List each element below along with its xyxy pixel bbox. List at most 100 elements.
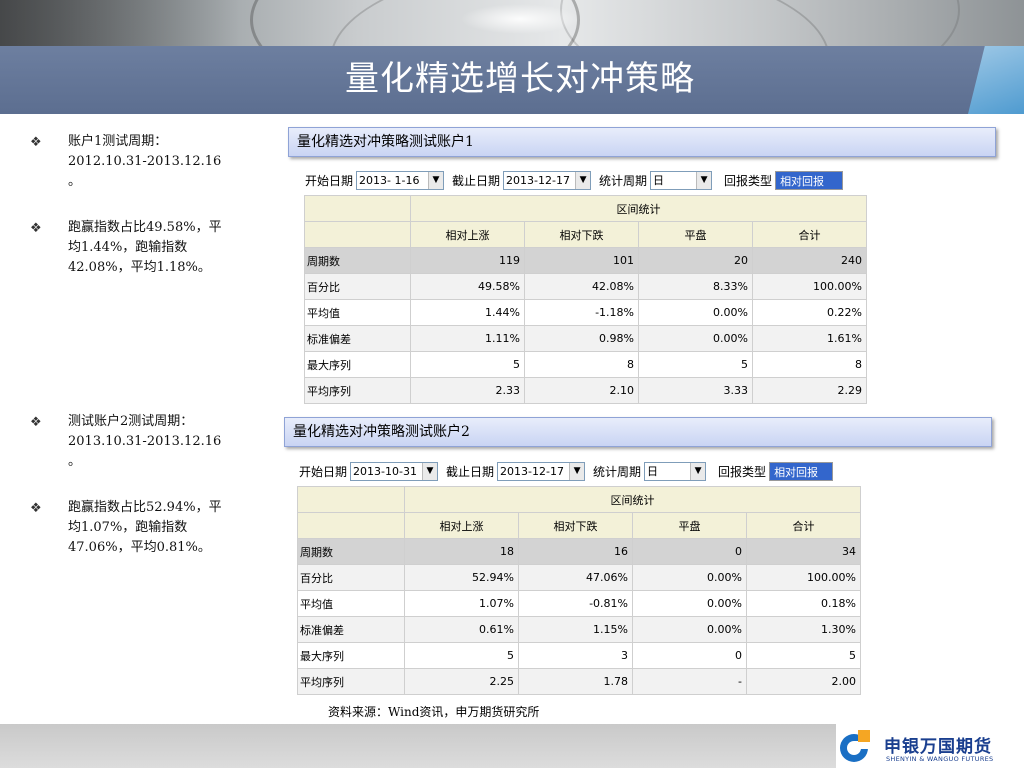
column-header: 平盘 (638, 221, 753, 248)
group-header: 区间统计 (410, 195, 867, 222)
bullet-item: ❖ 跑赢指数占比52.94%，平 均1.07%，跑输指数 47.06%，平均0.… (30, 498, 265, 558)
table-row: 周期数 18 16 0 34 (297, 538, 861, 565)
table-cell: 1.78 (518, 668, 633, 695)
chevron-down-icon[interactable]: ▼ (690, 462, 706, 480)
start-date-label: 开始日期 (299, 464, 348, 479)
logo-chinese-name: 申银万国期货 (884, 737, 992, 757)
table-cell: 100.00% (752, 273, 867, 300)
start-date-value: 2013-10-31 (353, 464, 417, 478)
period-dropdown[interactable]: 日 ▼ (644, 461, 707, 481)
end-date-dropdown[interactable]: 2013-12-17 ▼ (497, 461, 586, 481)
table-cell: 0.61% (404, 616, 519, 643)
table-cell: 2.29 (752, 377, 867, 404)
chevron-down-icon[interactable]: ▼ (428, 171, 444, 189)
table-row: 百分比 49.58% 42.08% 8.33% 100.00% (304, 273, 867, 300)
start-date-dropdown[interactable]: 2013- 1-16 ▼ (356, 170, 445, 190)
account-1-heading: 量化精选对冲策略测试账户1 (288, 127, 996, 157)
row-label: 平均值 (304, 299, 411, 326)
table-cell: 0.00% (632, 590, 747, 617)
table-cell: 101 (524, 247, 639, 274)
return-type-select[interactable]: 相对回报 (769, 461, 834, 481)
table-cell: 3 (518, 642, 633, 669)
start-date-dropdown[interactable]: 2013-10-31 ▼ (350, 461, 439, 481)
table-cell: 2.10 (524, 377, 639, 404)
table-cell: 8 (524, 351, 639, 378)
column-header: 合计 (752, 221, 867, 248)
diamond-bullet-icon: ❖ (30, 501, 42, 516)
table-cell: 1.11% (410, 325, 525, 352)
table-cell: 0 (632, 538, 747, 565)
chevron-down-icon[interactable]: ▼ (569, 462, 585, 480)
bullet-group-account-1: ❖ 账户1测试周期： 2012.10.31-2013.12.16 。 ❖ 跑赢指… (30, 132, 265, 278)
table-cell: 5 (410, 351, 525, 378)
table-row: 百分比 52.94% 47.06% 0.00% 100.00% (297, 564, 861, 591)
page-title: 量化精选增长对冲策略 (345, 59, 695, 99)
account-2-heading: 量化精选对冲策略测试账户2 (284, 417, 992, 447)
table-cell: 0.00% (638, 325, 753, 352)
start-date-value: 2013- 1-16 (359, 173, 420, 187)
table-cell: 2.33 (410, 377, 525, 404)
row-label: 平均值 (297, 590, 405, 617)
start-date-label: 开始日期 (305, 173, 354, 188)
row-label: 周期数 (304, 247, 411, 274)
row-label: 平均序列 (304, 377, 411, 404)
table-cell: 0.00% (632, 616, 747, 643)
row-label: 最大序列 (297, 642, 405, 669)
table-cell: 1.30% (746, 616, 861, 643)
logo-english-name: SHENYIN & WANGUO FUTURES (886, 755, 994, 763)
diamond-bullet-icon: ❖ (30, 415, 42, 430)
table-row: 平均序列 2.33 2.10 3.33 2.29 (304, 377, 867, 404)
return-type-label: 回报类型 (724, 173, 773, 188)
chevron-down-icon[interactable]: ▼ (575, 171, 591, 189)
table-cell: - (632, 668, 747, 695)
table-row: 标准偏差 0.61% 1.15% 0.00% 1.30% (297, 616, 861, 643)
table-cell: 16 (518, 538, 633, 565)
table-row: 标准偏差 1.11% 0.98% 0.00% 1.61% (304, 325, 867, 352)
column-header: 相对下跌 (518, 512, 633, 539)
row-label: 最大序列 (304, 351, 411, 378)
row-label: 标准偏差 (297, 616, 405, 643)
end-date-value: 2013-12-17 (500, 464, 564, 478)
table-cell: 42.08% (524, 273, 639, 300)
table-cell: 119 (410, 247, 525, 274)
column-header: 相对上涨 (404, 512, 519, 539)
table-cell: 20 (638, 247, 753, 274)
chevron-down-icon[interactable]: ▼ (696, 171, 712, 189)
table-row: 平均值 1.07% -0.81% 0.00% 0.18% (297, 590, 861, 617)
table-cell: 1.07% (404, 590, 519, 617)
table-cell: 2.25 (404, 668, 519, 695)
table-cell: 49.58% (410, 273, 525, 300)
period-dropdown[interactable]: 日 ▼ (650, 170, 713, 190)
table-row: 平均序列 2.25 1.78 - 2.00 (297, 668, 861, 695)
table-cell: 47.06% (518, 564, 633, 591)
row-label: 百分比 (304, 273, 411, 300)
bullet-item: ❖ 账户1测试周期： 2012.10.31-2013.12.16 。 (30, 132, 265, 192)
bullet-text: 测试账户2测试周期： 2013.10.31-2013.12.16 。 (68, 414, 222, 469)
header-banner-image (0, 0, 1024, 46)
bullet-item: ❖ 跑赢指数占比49.58%，平 均1.44%，跑输指数 42.08%，平均1.… (30, 218, 265, 278)
table-cell: 8.33% (638, 273, 753, 300)
table-cell: 5 (638, 351, 753, 378)
table-cell: 3.33 (638, 377, 753, 404)
logo-mark-icon (840, 730, 870, 762)
table-cell: 18 (404, 538, 519, 565)
end-date-dropdown[interactable]: 2013-12-17 ▼ (503, 170, 592, 190)
account-2-stats-table: 区间统计 相对上涨 相对下跌 平盘 合计 周期数 18 16 0 34 百分比 … (297, 486, 861, 695)
account-1-stats-table: 区间统计 相对上涨 相对下跌 平盘 合计 周期数 119 101 20 240 … (304, 195, 867, 404)
chevron-down-icon[interactable]: ▼ (422, 462, 438, 480)
column-header: 相对上涨 (410, 221, 525, 248)
table-cell: 8 (752, 351, 867, 378)
table-cell: 5 (404, 642, 519, 669)
column-header: 平盘 (632, 512, 747, 539)
table-cell: 34 (746, 538, 861, 565)
table-cell: 100.00% (746, 564, 861, 591)
table-row: 最大序列 5 8 5 8 (304, 351, 867, 378)
row-label: 百分比 (297, 564, 405, 591)
account-2-filter-row: 开始日期 2013-10-31 ▼ 截止日期 2013-12-17 ▼ 统计周期… (299, 460, 834, 482)
row-label: 周期数 (297, 538, 405, 565)
row-label: 标准偏差 (304, 325, 411, 352)
table-cell: 2.00 (746, 668, 861, 695)
source-note: 资料来源：Wind资讯，申万期货研究所 (328, 705, 540, 719)
return-type-select[interactable]: 相对回报 (775, 170, 844, 190)
table-cell: 52.94% (404, 564, 519, 591)
